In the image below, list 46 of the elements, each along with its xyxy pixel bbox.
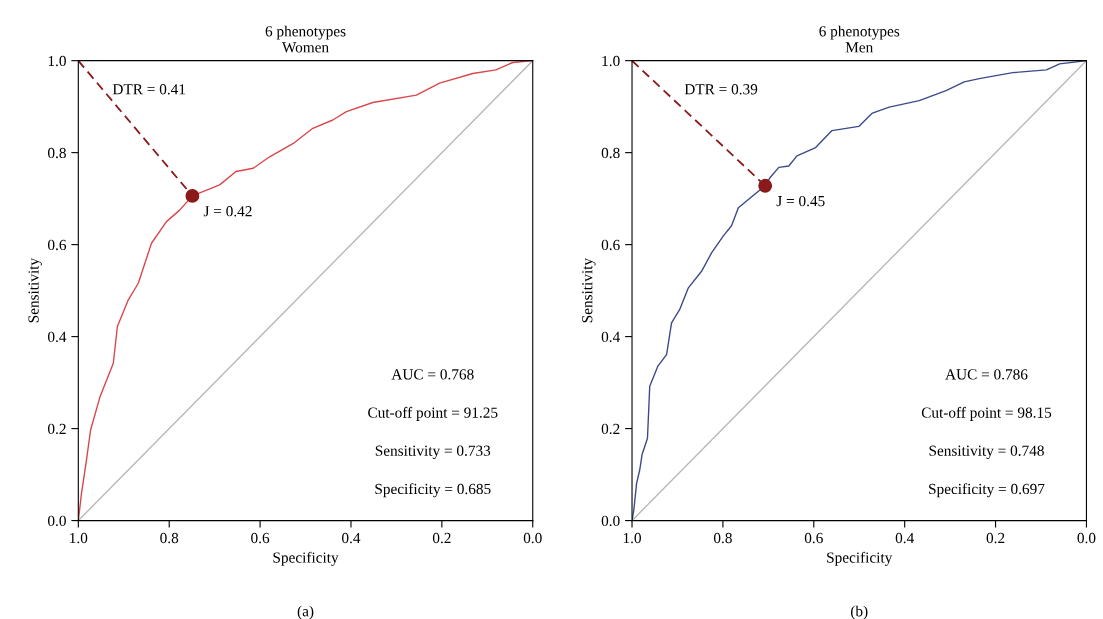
annotation: Specificity = 0.685: [375, 483, 491, 498]
annotation: Cut-off point = 98.15: [921, 406, 1052, 421]
chart-title: 6 phenotypes: [265, 25, 346, 40]
x-tick-label: 1.0: [70, 532, 88, 544]
y-tick-label: 1.0: [48, 55, 66, 67]
text: (a): [297, 605, 314, 619]
x-tick-label: 1.0: [623, 532, 641, 544]
x-tick-label: 0.2: [986, 532, 1005, 544]
annotation: J = 0.42: [203, 206, 252, 217]
annotation: Cut-off point = 91.25: [368, 406, 498, 421]
chart-title: 6 phenotypes: [819, 25, 900, 40]
x-tick-label: 0.2: [432, 532, 451, 544]
y-axis-title: Sensitivity: [28, 258, 42, 323]
x-tick-label: 0.4: [342, 532, 361, 544]
chart-subtitle: Women: [281, 42, 329, 53]
x-axis-title: Specificity: [827, 551, 893, 566]
x-tick-label: 0.6: [251, 532, 270, 544]
y-tick-label: 0.6: [47, 239, 67, 251]
x-tick-label: 0.0: [1077, 532, 1096, 544]
x-axis-title: Specificity: [273, 551, 339, 566]
text: (b): [851, 605, 868, 619]
y-tick-label: 0.6: [601, 239, 620, 251]
y-tick-label: 0.0: [47, 515, 66, 527]
annotation: AUC = 0.786: [945, 369, 1028, 380]
x-tick-label: 0.6: [804, 532, 823, 544]
y-tick-label: 0.8: [601, 147, 620, 159]
y-tick-label: 0.2: [601, 423, 620, 435]
y-tick-label: 0.8: [47, 147, 66, 159]
y-tick-label: 0.0: [601, 515, 620, 527]
x-tick-label: 0.8: [160, 532, 179, 544]
annotation: DTR = 0.39: [684, 84, 758, 95]
y-tick-label: 0.2: [47, 423, 66, 435]
annotation: DTR = 0.41: [112, 84, 186, 95]
x-tick-label: 0.8: [713, 532, 732, 544]
y-tick-label: 1.0: [602, 55, 620, 67]
y-tick-label: 0.4: [47, 331, 67, 343]
y-tick-label: 0.4: [601, 331, 620, 343]
x-tick-label: 0.4: [895, 532, 914, 544]
x-tick-label: 0.0: [523, 532, 542, 544]
annotation: J = 0.45: [776, 195, 825, 207]
y-axis-title: Sensitivity: [582, 258, 596, 323]
annotation: Specificity = 0.697: [929, 483, 1045, 498]
annotation: AUC = 0.768: [391, 369, 474, 380]
annotation: Sensitivity = 0.748: [929, 445, 1044, 459]
chart-subtitle: Men: [845, 42, 874, 53]
annotation: Sensitivity = 0.733: [375, 445, 491, 459]
